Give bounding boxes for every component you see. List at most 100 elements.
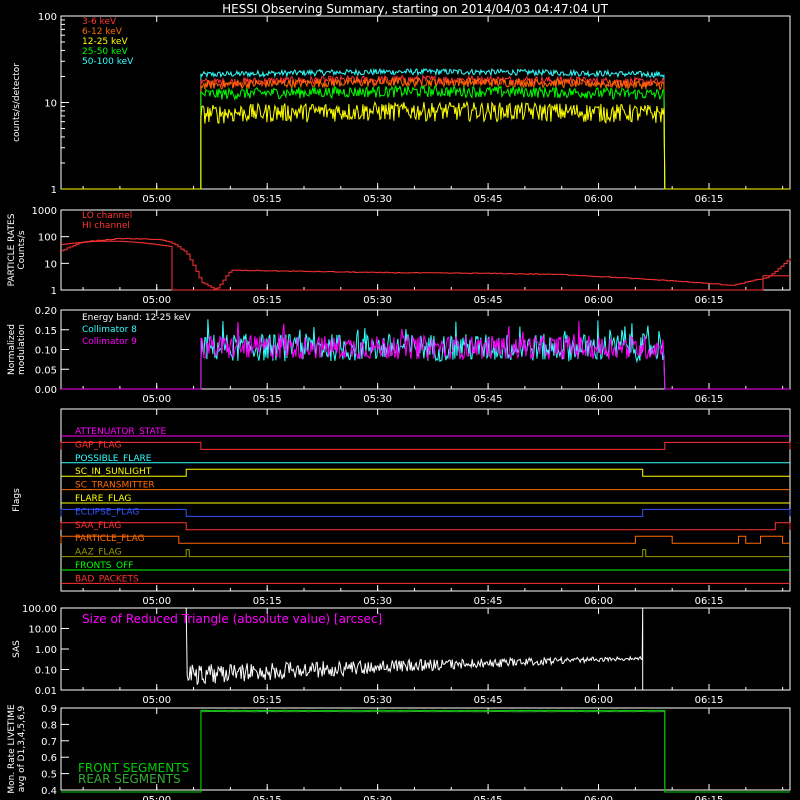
count-rate-series-line bbox=[61, 84, 790, 190]
collimator-series-line bbox=[61, 320, 790, 390]
y-tick-label: 0.05 bbox=[35, 365, 57, 376]
count-rate-series-line bbox=[61, 76, 790, 190]
flag-line bbox=[61, 468, 790, 477]
y-tick-label: 100 bbox=[38, 12, 57, 23]
lo-channel-line bbox=[61, 237, 791, 290]
y-axis-label-line: Normalized bbox=[7, 324, 17, 375]
particle-legend-entry: LO channel bbox=[82, 211, 132, 221]
y-tick-label: 1000 bbox=[32, 206, 57, 217]
y-axis-label-line: PARTICLE RATES bbox=[7, 213, 17, 286]
y-axis-label: PARTICLE RATES Counts/s bbox=[7, 213, 27, 286]
count-rate-legend-entry: 6-12 keV bbox=[82, 27, 123, 37]
count-rate-legend-entry: 25-50 keV bbox=[82, 47, 128, 57]
time-tick-label: 05:15 bbox=[253, 695, 282, 706]
time-tick-label: 05:00 bbox=[142, 394, 171, 405]
livetime-legend-entry: REAR SEGMENTS bbox=[78, 772, 181, 786]
time-tick-label: 06:00 bbox=[584, 795, 613, 800]
count-rate-series-line bbox=[61, 100, 790, 190]
time-tick-label: 05:45 bbox=[474, 795, 503, 800]
flag-label: SAA_FLAG bbox=[75, 521, 121, 531]
modulation-legend-title: Energy band: 12-25 keV bbox=[82, 313, 191, 323]
time-tick-label: 05:00 bbox=[142, 695, 171, 706]
time-tick-label: 05:45 bbox=[474, 695, 503, 706]
time-tick-label: 06:15 bbox=[695, 795, 724, 800]
y-tick-label: 0.10 bbox=[35, 666, 57, 677]
y-axis-label: counts/s/detector bbox=[12, 63, 22, 142]
y-tick-label: 0.7 bbox=[41, 737, 57, 748]
y-tick-label: 0.00 bbox=[35, 385, 57, 396]
time-tick-label: 05:30 bbox=[363, 695, 392, 706]
time-tick-label: 05:15 bbox=[253, 795, 282, 800]
time-tick-label: 05:15 bbox=[253, 194, 282, 205]
time-tick-label: 05:30 bbox=[363, 596, 392, 607]
time-tick-label: 05:30 bbox=[363, 295, 392, 306]
y-axis-label-line: counts/s/detector bbox=[12, 63, 22, 142]
y-tick-label: 100.00 bbox=[22, 604, 57, 615]
y-tick-label: 1 bbox=[51, 286, 57, 297]
modulation-legend-entry: Collimator 9 bbox=[82, 337, 137, 347]
time-tick-label: 06:00 bbox=[584, 394, 613, 405]
y-axis-label: Mon. Rate LIVETIME avg of D1,3,4,5,6,9 bbox=[7, 704, 27, 794]
y-tick-label: 1.00 bbox=[35, 645, 57, 656]
time-tick-label: 05:30 bbox=[363, 795, 392, 800]
flag-line bbox=[60, 535, 790, 544]
time-tick-label: 06:00 bbox=[584, 295, 613, 306]
y-axis-label-line: Mon. Rate LIVETIME bbox=[7, 704, 17, 794]
collimator-series-line bbox=[61, 319, 790, 390]
y-tick-label: 1 bbox=[51, 185, 57, 196]
y-tick-label: 0.8 bbox=[41, 720, 57, 731]
time-tick-label: 05:00 bbox=[142, 194, 171, 205]
y-tick-label: 0.5 bbox=[41, 770, 57, 781]
time-tick-label: 05:30 bbox=[363, 194, 392, 205]
panel-frame-6 bbox=[60, 707, 791, 791]
time-tick-label: 05:45 bbox=[474, 295, 503, 306]
panel-frame-2 bbox=[60, 209, 791, 291]
y-axis-label: Flags bbox=[12, 488, 22, 512]
time-tick-label: 06:15 bbox=[695, 194, 724, 205]
panel-frame-1 bbox=[60, 15, 791, 190]
y-tick-label: 0.6 bbox=[41, 753, 57, 764]
y-tick-label: 10 bbox=[44, 259, 57, 270]
y-tick-label: 0.9 bbox=[41, 704, 57, 715]
flag-label: GAP_FLAG bbox=[75, 440, 121, 450]
time-tick-label: 05:15 bbox=[253, 295, 282, 306]
y-tick-label: 0.01 bbox=[35, 686, 57, 697]
y-tick-label: 100 bbox=[38, 233, 57, 244]
count-rate-legend-entry: 12-25 keV bbox=[82, 37, 128, 47]
flag-label: ATTENUATOR_STATE bbox=[75, 427, 167, 437]
time-tick-label: 06:15 bbox=[695, 596, 724, 607]
time-tick-label: 06:15 bbox=[695, 394, 724, 405]
flag-label: SC_TRANSMITTER bbox=[75, 481, 155, 491]
livetime-legend-entry: FRONT SEGMENTS bbox=[78, 761, 189, 775]
y-axis-label-line: SAS bbox=[12, 640, 22, 658]
flag-line bbox=[60, 508, 791, 517]
time-tick-label: 06:00 bbox=[584, 194, 613, 205]
count-rate-legend-entry: 50-100 keV bbox=[82, 57, 134, 67]
y-axis-label-line: Flags bbox=[12, 488, 22, 512]
time-tick-label: 05:15 bbox=[253, 596, 282, 607]
time-tick-label: 05:00 bbox=[142, 295, 171, 306]
time-tick-label: 06:00 bbox=[584, 695, 613, 706]
flag-label: POSSIBLE_FLARE bbox=[75, 454, 152, 464]
y-axis-label: Normalized modulation bbox=[7, 324, 27, 375]
panels-layer: 05:00 05:15 05:30 05:45 06:00 06:15 1 10 100 coun… bbox=[7, 12, 791, 800]
time-tick-label: 05:45 bbox=[474, 596, 503, 607]
sas-label: Size of Reduced Triangle (absolute value… bbox=[82, 612, 382, 626]
time-tick-label: 05:45 bbox=[474, 194, 503, 205]
time-tick-label: 06:00 bbox=[584, 596, 613, 607]
y-tick-label: 10.00 bbox=[28, 625, 57, 636]
y-axis-label-line: Counts/s bbox=[17, 230, 27, 269]
y-axis-label: SAS bbox=[12, 640, 22, 658]
hi-channel-line bbox=[61, 240, 790, 291]
flag-line bbox=[60, 441, 791, 450]
time-tick-label: 05:00 bbox=[142, 596, 171, 607]
flag-label: FRONTS_OFF bbox=[75, 561, 133, 571]
livetime-series-line bbox=[61, 710, 790, 793]
count-rate-legend-entry: 3-6 keV bbox=[82, 17, 117, 27]
y-tick-label: 0.15 bbox=[35, 326, 57, 337]
flag-label: SC_IN_SUNLIGHT bbox=[75, 467, 152, 477]
y-tick-label: 10 bbox=[44, 99, 57, 110]
count-rate-series-line bbox=[61, 67, 790, 190]
time-tick-label: 06:15 bbox=[695, 295, 724, 306]
